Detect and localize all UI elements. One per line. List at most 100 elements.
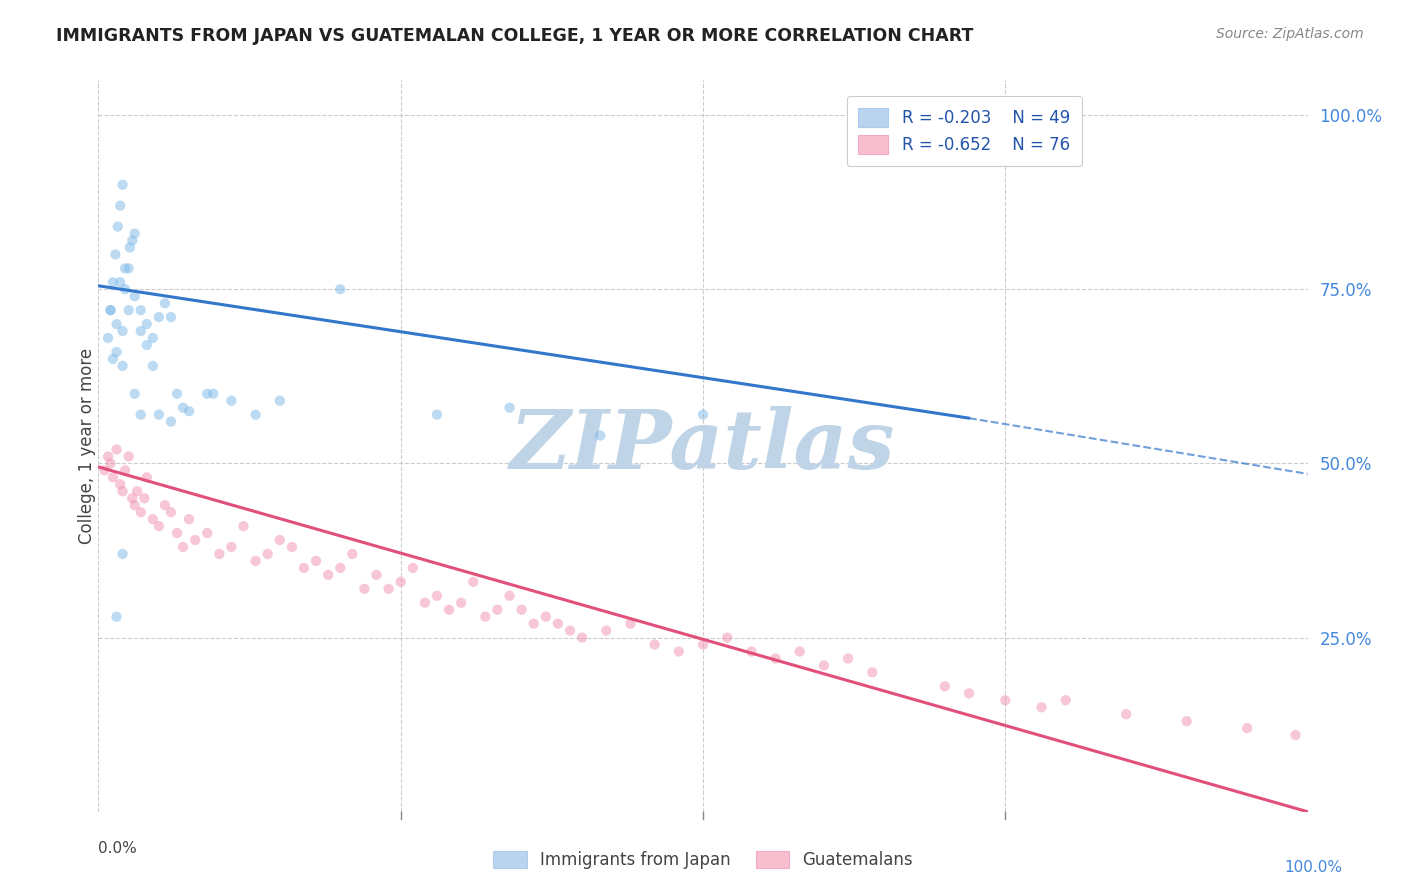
Text: Source: ZipAtlas.com: Source: ZipAtlas.com [1216,27,1364,41]
Point [104,247,127,261]
Point [281,540,304,554]
Point [114,261,136,276]
Y-axis label: College, 1 year or more: College, 1 year or more [79,348,96,544]
Point [129,324,152,338]
Point [135,338,157,352]
Point [269,393,291,408]
Point [135,470,157,484]
Point [118,303,141,318]
Point [142,359,165,373]
Point [172,540,194,554]
Point [114,282,136,296]
Point [437,603,460,617]
Point [1236,721,1258,735]
Point [619,616,641,631]
Point [118,450,141,464]
Point [1115,707,1137,722]
Point [148,519,170,533]
Point [644,638,666,652]
Point [765,651,787,665]
Point [101,275,124,289]
Point [100,457,122,471]
Point [121,491,143,506]
Point [124,289,146,303]
Point [179,512,201,526]
Point [101,351,124,366]
Point [184,533,207,547]
Point [510,603,533,617]
Point [153,498,176,512]
Point [994,693,1017,707]
Point [105,442,128,457]
Point [342,547,364,561]
Point [124,227,146,241]
Point [413,596,436,610]
Text: 100.0%: 100.0% [1285,860,1343,874]
Point [486,603,509,617]
Point [558,624,581,638]
Point [111,484,134,499]
Point [195,386,218,401]
Point [142,512,165,526]
Point [860,665,883,680]
Point [172,401,194,415]
Point [114,463,136,477]
Point [160,505,183,519]
Point [135,317,157,331]
Point [105,609,128,624]
Point [595,624,617,638]
Point [208,547,231,561]
Point [426,408,449,422]
Legend: R = -0.203    N = 49, R = -0.652    N = 76: R = -0.203 N = 49, R = -0.652 N = 76 [846,96,1081,166]
Point [450,596,472,610]
Point [957,686,980,700]
Point [153,296,176,310]
Point [101,470,124,484]
Text: IMMIGRANTS FROM JAPAN VS GUATEMALAN COLLEGE, 1 YEAR OR MORE CORRELATION CHART: IMMIGRANTS FROM JAPAN VS GUATEMALAN COLL… [56,27,973,45]
Point [166,526,188,541]
Point [127,484,149,499]
Point [668,644,690,658]
Point [107,219,129,234]
Point [148,310,170,325]
Point [111,324,134,338]
Point [97,450,120,464]
Point [377,582,399,596]
Point [692,638,714,652]
Point [402,561,425,575]
Point [329,282,352,296]
Point [1284,728,1306,742]
Point [498,589,520,603]
Point [129,408,152,422]
Point [534,609,557,624]
Point [1175,714,1198,728]
Point [134,491,156,506]
Point [474,609,496,624]
Point [837,651,859,665]
Point [111,359,134,373]
Point [1054,693,1077,707]
Text: 0.0%: 0.0% [98,841,138,856]
Point [118,261,141,276]
Point [105,317,128,331]
Point [160,310,183,325]
Point [523,616,546,631]
Point [221,393,243,408]
Point [245,554,267,568]
Point [389,574,412,589]
Point [111,178,134,192]
Point [124,386,146,401]
Point [121,234,143,248]
Point [160,415,183,429]
Point [571,631,593,645]
Point [813,658,835,673]
Point [269,533,291,547]
Point [108,199,131,213]
Point [202,386,225,401]
Point [221,540,243,554]
Point [129,505,152,519]
Point [111,547,134,561]
Point [329,561,352,575]
Point [105,345,128,359]
Text: ZIPatlas: ZIPatlas [510,406,896,486]
